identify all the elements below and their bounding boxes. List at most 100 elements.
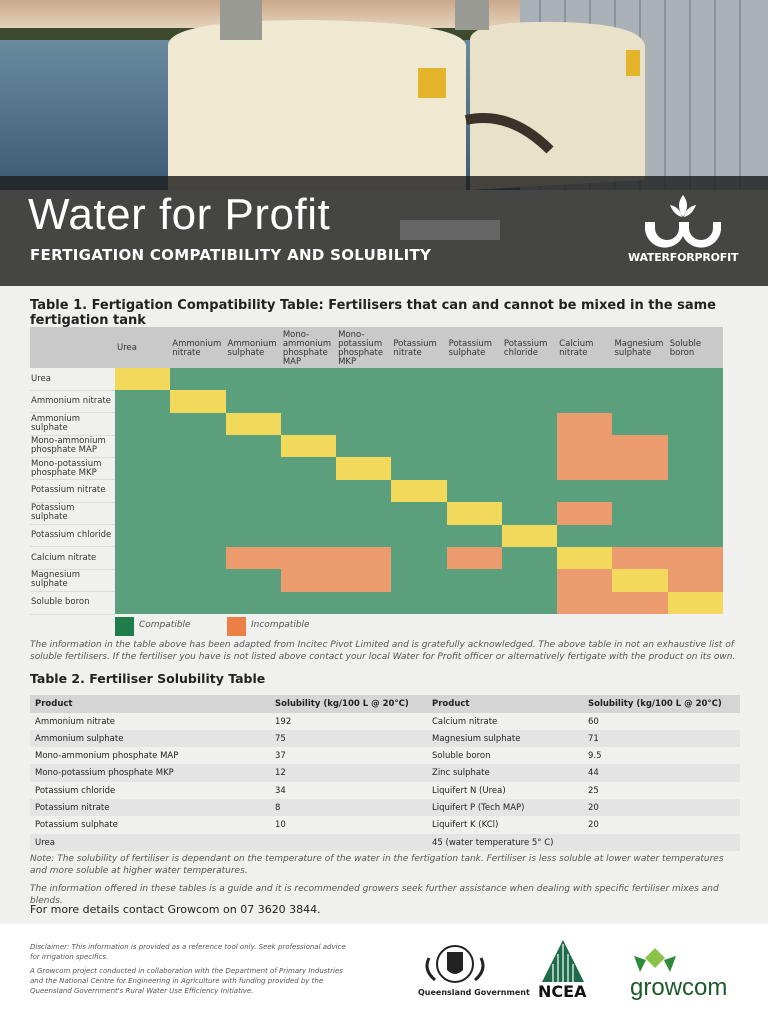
row-header: Urea xyxy=(31,373,51,384)
logo-label: Queensland Government xyxy=(418,988,530,997)
column-header: Potassium sulphate xyxy=(448,338,493,358)
cell xyxy=(501,546,558,570)
cell xyxy=(115,502,171,526)
cell xyxy=(115,591,171,615)
legend-swatch xyxy=(115,617,134,636)
row-line xyxy=(30,412,115,414)
cell: Ammonium sulphate xyxy=(35,733,124,744)
table-title: Table 1. Fertigation Compatibility Table… xyxy=(30,298,716,328)
row-line xyxy=(30,389,115,391)
row-header: Potassium chloride xyxy=(31,530,112,541)
cell xyxy=(557,368,613,391)
cell xyxy=(446,524,503,548)
cell xyxy=(446,502,503,526)
row-line xyxy=(30,524,115,526)
cell xyxy=(612,524,669,548)
cell xyxy=(446,390,503,414)
header-cell: Product xyxy=(432,699,470,709)
cell xyxy=(501,457,558,481)
cell xyxy=(280,435,337,458)
cell xyxy=(225,390,282,414)
cell xyxy=(557,546,613,570)
cell xyxy=(225,412,282,436)
header-cell: Solubility (kg/100 L @ 20°C) xyxy=(275,699,409,709)
note: The information offered in these tables … xyxy=(30,884,719,906)
cell xyxy=(501,412,558,436)
cell xyxy=(225,479,282,503)
cell: 34 xyxy=(275,785,286,796)
cell xyxy=(170,502,227,526)
cell: 60 xyxy=(588,716,599,727)
cell xyxy=(225,546,282,570)
credit: A Growcom project conducted in collabora… xyxy=(30,967,343,995)
cell xyxy=(667,368,724,391)
cell xyxy=(612,435,669,458)
row-header: Potassium sulphate xyxy=(31,503,75,523)
cell xyxy=(225,591,282,615)
cell xyxy=(170,390,227,414)
cell: Mono-potassium phosphate MKP xyxy=(35,768,174,779)
cell: 37 xyxy=(275,751,286,762)
cell: Liquifert K (KCl) xyxy=(432,820,499,831)
cell xyxy=(446,457,503,481)
cell xyxy=(336,435,392,458)
cell xyxy=(336,524,392,548)
cell xyxy=(115,569,171,593)
row-band xyxy=(30,764,740,782)
column-header: Ammonium nitrate xyxy=(172,338,222,358)
cell xyxy=(280,368,337,391)
row-header: Calcium nitrate xyxy=(31,552,97,563)
cell xyxy=(391,368,448,391)
cell xyxy=(280,390,337,414)
cell xyxy=(115,546,171,570)
cell xyxy=(170,368,227,391)
cell: 44 xyxy=(588,768,599,779)
cell xyxy=(667,502,724,526)
row-band xyxy=(30,799,740,817)
cell: Magnesium sulphate xyxy=(432,733,521,744)
cell: Urea xyxy=(35,837,55,848)
cell xyxy=(391,524,448,548)
cell: Potassium chloride xyxy=(35,785,116,796)
cell xyxy=(225,435,282,458)
cell: 192 xyxy=(275,716,292,727)
cell: Zinc sulphate xyxy=(432,768,490,779)
cell xyxy=(557,435,613,458)
contact: For more details contact Growcom on 07 3… xyxy=(30,903,321,916)
cell xyxy=(391,457,448,481)
cell: 45 (water temperature 5° C) xyxy=(432,837,554,848)
header-band xyxy=(30,695,740,713)
cell xyxy=(446,412,503,436)
cell xyxy=(225,524,282,548)
title: Water for Profit xyxy=(28,190,331,239)
cell xyxy=(280,569,337,593)
growcom-icon xyxy=(634,948,676,972)
cell xyxy=(225,502,282,526)
disclaimer: Disclaimer: This information is provided… xyxy=(30,943,346,961)
legend-label: Incompatible xyxy=(251,620,310,630)
cell xyxy=(446,368,503,391)
cell xyxy=(612,502,669,526)
cell xyxy=(612,479,669,503)
row-band xyxy=(30,833,740,851)
row-header: Ammonium sulphate xyxy=(31,413,80,433)
cell xyxy=(280,546,337,570)
cell xyxy=(336,479,392,503)
cell xyxy=(667,569,724,593)
cell xyxy=(667,412,724,436)
cell xyxy=(170,457,227,481)
cell xyxy=(501,390,558,414)
column-header: Urea xyxy=(117,343,137,353)
cell xyxy=(501,591,558,615)
solubility-table: Product Solubility (kg/100 L @ 20°C) Produ… xyxy=(30,695,740,851)
cell xyxy=(170,412,227,436)
cell xyxy=(170,569,227,593)
cell: 20 xyxy=(588,820,599,831)
cell xyxy=(667,479,724,503)
logo-label: growcom xyxy=(630,974,728,1001)
cell xyxy=(280,412,337,436)
cell xyxy=(557,524,613,548)
cell xyxy=(667,390,724,414)
header-cell: Solubility (kg/100 L @ 20°C) xyxy=(588,699,722,709)
